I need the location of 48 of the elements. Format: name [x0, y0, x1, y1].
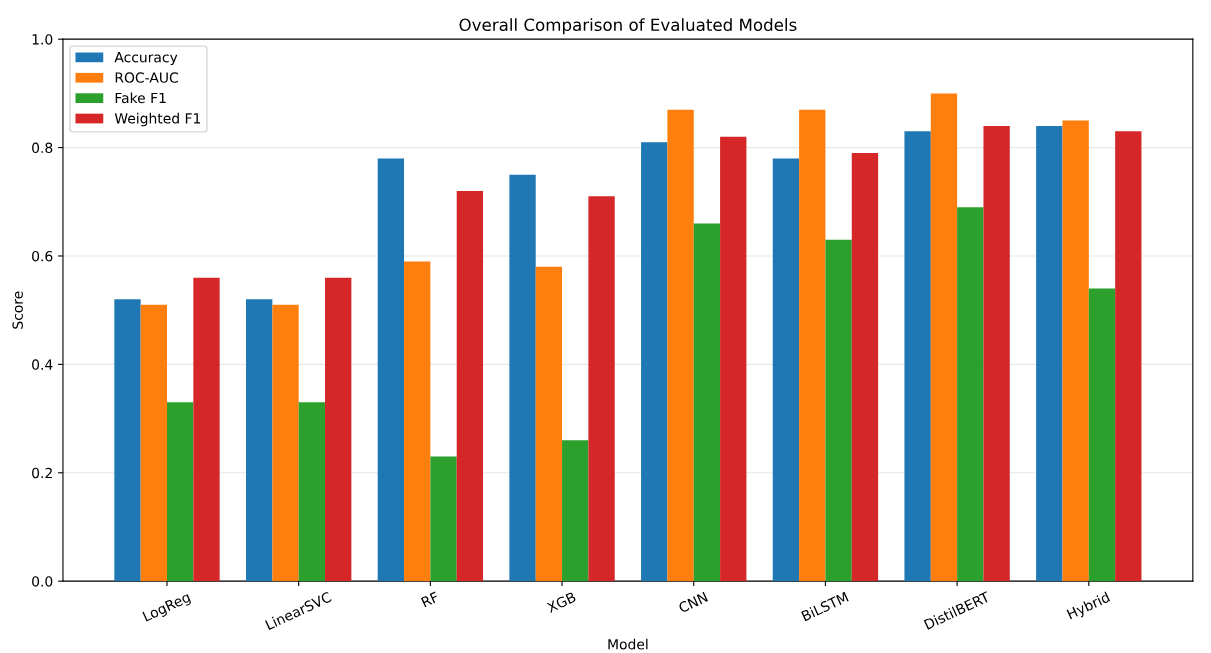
bar [983, 125, 1010, 582]
bar [720, 136, 747, 582]
bar [246, 299, 273, 582]
bar [562, 440, 589, 582]
bar [1036, 125, 1063, 582]
bar [904, 131, 931, 582]
bar [456, 190, 484, 582]
y-tick-label: 0.0 [32, 576, 53, 587]
legend-label: Fake F1 [115, 92, 166, 104]
bar [851, 153, 879, 582]
bar [693, 223, 721, 582]
legend-label: Accuracy [114, 52, 178, 66]
y-tick-label: 0.6 [32, 250, 53, 262]
bar [641, 142, 668, 582]
bar [1062, 120, 1089, 582]
bar [825, 239, 852, 582]
x-tick-label: XGB [546, 591, 577, 614]
bar [377, 158, 405, 582]
y-tick-label: 0.4 [32, 359, 53, 370]
bar [799, 109, 826, 582]
bar [167, 402, 194, 582]
bar [772, 158, 800, 582]
bar [667, 109, 694, 582]
y-tick-label: 0.8 [32, 142, 53, 154]
bar [430, 456, 457, 582]
bar [325, 277, 352, 582]
bar [404, 261, 431, 582]
bar [535, 266, 563, 582]
bar [193, 277, 220, 582]
y-tick-label: 0.2 [32, 467, 52, 479]
legend-label: Weighted F1 [114, 112, 201, 127]
bar [114, 299, 141, 582]
chart-title: Overall Comparison of Evaluated Models [459, 18, 797, 35]
x-axis-title: Model [608, 638, 648, 650]
bar [930, 93, 958, 582]
bar [1115, 131, 1142, 582]
x-tick-label: CNN [677, 591, 709, 614]
bar [298, 402, 326, 582]
bar [588, 196, 615, 582]
y-axis-title: Score [12, 291, 23, 329]
y-tick-label: 1.0 [32, 34, 53, 45]
x-tick-label: RF [420, 591, 440, 608]
bar [272, 304, 299, 582]
legend-label: ROC-AUC [115, 72, 178, 83]
bar [1088, 288, 1116, 582]
bar [957, 207, 984, 582]
bar [140, 304, 167, 582]
bar [509, 174, 536, 582]
